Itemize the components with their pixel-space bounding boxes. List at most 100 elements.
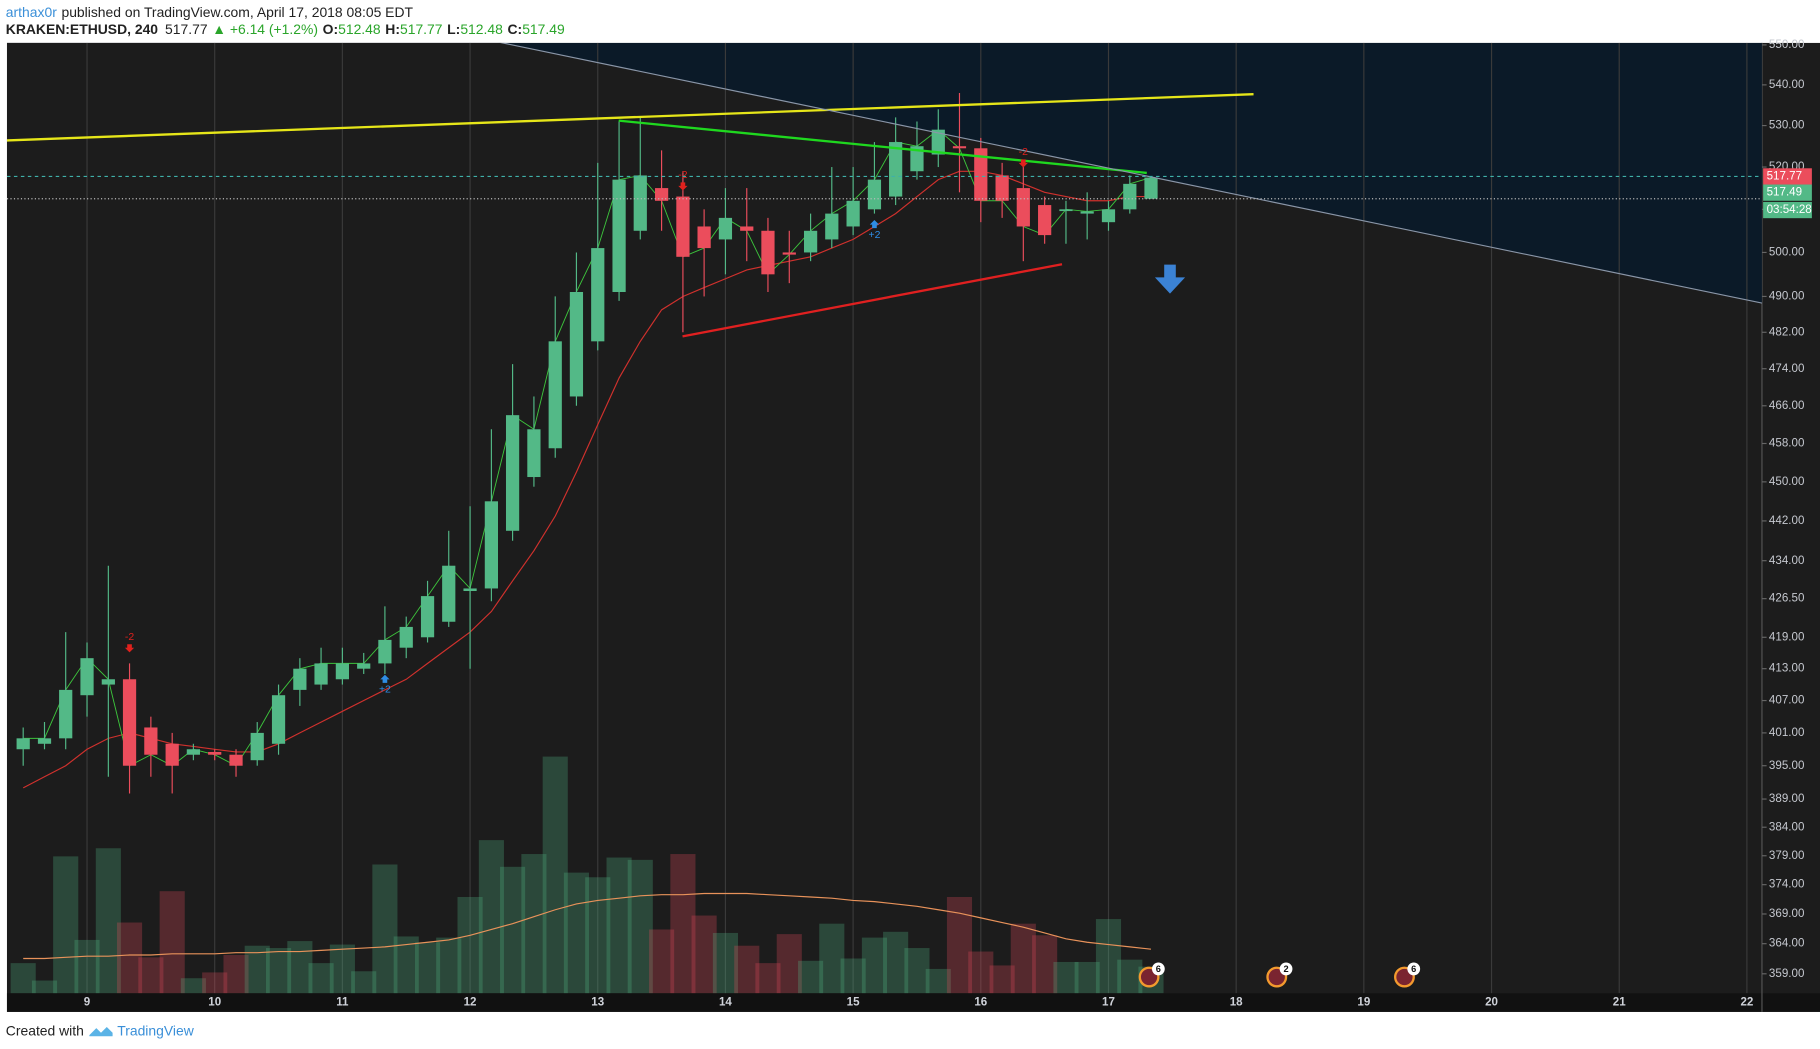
trendline (499, 42, 1762, 304)
candle-body (420, 596, 435, 638)
ohlc-label: L: (447, 21, 460, 37)
candle-body (37, 738, 52, 744)
y-tick-label: 426.50 (1769, 592, 1804, 605)
volume-bar (1010, 923, 1036, 994)
volume-bar (478, 840, 504, 994)
y-tick-label: 364.00 (1769, 937, 1804, 950)
candle-body (250, 732, 264, 761)
y-tick-label: 482.00 (1769, 325, 1804, 338)
candle-body (697, 226, 711, 249)
ohlc-label: C: (508, 21, 523, 37)
candle-body (952, 146, 967, 149)
signal-label: +2 (379, 685, 391, 696)
volume-bar (670, 854, 696, 994)
y-tick-label: 550.00 (1769, 38, 1804, 51)
signal-arrow (869, 220, 880, 229)
volume-bar (649, 929, 675, 994)
volume-bar (691, 915, 717, 994)
volume-bar (414, 942, 441, 994)
x-tick-label: 15 (847, 996, 860, 1009)
volume-bar (180, 978, 206, 994)
candle-body (633, 175, 647, 231)
y-tick-label: 450.00 (1769, 475, 1804, 488)
candle-body (1059, 209, 1073, 212)
volume-bar (989, 965, 1015, 994)
x-tick-label: 9 (84, 996, 91, 1009)
last-price-label-box (1763, 168, 1812, 185)
candle-body (782, 252, 796, 255)
candle-body (910, 146, 924, 172)
volume-bar (606, 857, 632, 994)
y-tick-label: 384.00 (1769, 820, 1804, 833)
y-tick-label: 374.00 (1769, 878, 1804, 891)
volume-bar (1074, 961, 1100, 994)
volume-bar (500, 866, 526, 994)
candle-body (654, 188, 669, 201)
volume-bar (223, 955, 249, 994)
tradingview-logo (89, 1026, 113, 1037)
candle-body (995, 175, 1009, 201)
ohlc-label: O: (323, 21, 338, 37)
plot-area: -2 +2 -2 +2 -2 6 2 6 (6, 42, 1762, 994)
candle-body (80, 658, 94, 696)
candle-body (293, 668, 307, 690)
candle-body (740, 226, 754, 231)
volume-bar (116, 922, 143, 994)
volume-bar (265, 948, 292, 994)
x-tick-label: 17 (1102, 996, 1115, 1009)
y-tick-label: 389.00 (1769, 792, 1804, 805)
event-count: 2 (1283, 964, 1288, 974)
header-line: arthax0r published on TradingView.com, Ap… (6, 3, 414, 19)
volume-bar (159, 891, 185, 994)
candle-body (16, 738, 30, 750)
y-tick-label: 500.00 (1769, 246, 1804, 259)
signal-label: +2 (868, 230, 880, 241)
overlay: 9 10 11 12 13 14 15 16 17 18 19 20 21 22 550.00 540.00 5… (84, 38, 1812, 1009)
event-count: 6 (1411, 964, 1416, 974)
author: arthax0r (6, 3, 57, 19)
candle-body (591, 248, 605, 342)
volume-bar (457, 896, 483, 994)
shaded-zone (6, 42, 1762, 304)
candle-body (612, 179, 626, 292)
trendline (682, 263, 1063, 338)
volume-ma-line (23, 892, 1152, 960)
volume-bar (308, 963, 334, 994)
candle-body (718, 217, 733, 240)
candle-body (867, 179, 882, 210)
volume-bar (585, 877, 611, 994)
candle-body (974, 148, 988, 201)
symbol: KRAKEN:ETHUSD, 240 (6, 21, 159, 37)
candle-body (825, 213, 839, 240)
candle-body (889, 142, 903, 197)
x-tick-label: 11 (336, 996, 349, 1009)
candle-body (676, 196, 690, 257)
footer-brand: TradingView (117, 1022, 194, 1038)
y-tick-label: 442.00 (1769, 514, 1804, 527)
candle-body (484, 501, 499, 589)
time-axis-background (6, 993, 1820, 1012)
y-tick-label: 458.00 (1769, 437, 1804, 450)
volume-bar (244, 945, 270, 994)
trendline (618, 119, 1147, 175)
candle-body (569, 291, 584, 397)
volume-bar (925, 968, 951, 994)
candle-body (357, 663, 371, 669)
x-tick-label: 16 (974, 996, 987, 1009)
volume-bar (31, 980, 58, 994)
candle-body (442, 565, 456, 622)
volume-bar (542, 756, 568, 994)
y-tick-label: 407.00 (1769, 694, 1804, 707)
event-badge (1151, 962, 1165, 976)
volume-bar (1053, 961, 1079, 994)
volume-bar (883, 931, 909, 994)
candle-body (122, 679, 137, 766)
ma-line (22, 170, 1151, 789)
candle-body (271, 695, 286, 744)
candle-body (803, 230, 818, 253)
candle-body (931, 129, 945, 155)
close-price-label-box (1763, 184, 1812, 201)
volume-bar (53, 856, 79, 994)
candle-body (101, 679, 115, 685)
ohlc-value: 517.49 (522, 21, 565, 37)
